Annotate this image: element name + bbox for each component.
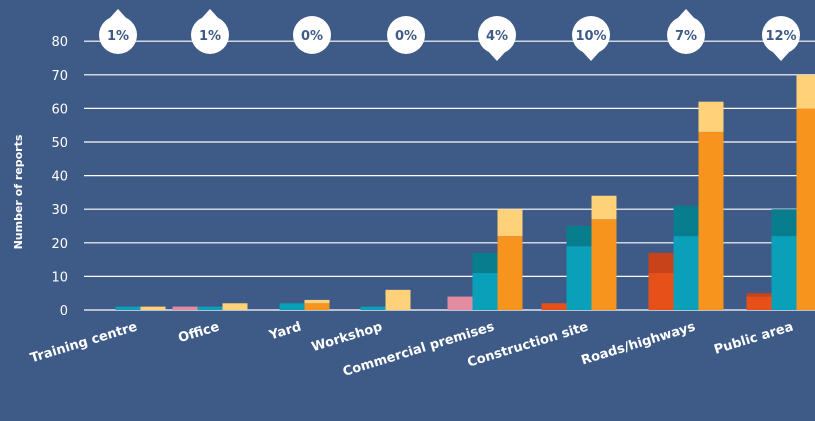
change-badge-label: 4% [486,29,508,44]
bar [385,289,411,310]
category-label: Office [177,319,222,346]
bar [140,306,166,310]
category-labels: Training centre Office Yard WorkshopCommerc… [29,319,796,379]
y-tick-label: 40 [51,170,68,185]
y-tick-label: 50 [51,136,68,151]
arrow-up-icon [200,9,220,20]
change-badge-label: 12% [765,29,796,44]
bar-segment-lower [197,306,223,310]
y-tick-label: 10 [51,270,68,285]
change-badge [762,16,800,54]
bar-segment-lower [304,303,330,310]
change-badge-label: 1% [107,29,129,44]
category-label: Training centre [29,319,140,366]
change-badge-label: 1% [199,29,221,44]
arrow-down-icon [487,50,507,61]
change-badges: 1% 1% 0% 0% 4% 10% 7% 12% [99,9,800,61]
change-badge [387,16,425,54]
bar-segment-lower [497,236,523,310]
change-badge [191,16,229,54]
bar-segment-lower [360,306,386,310]
arrow-up-icon [108,9,128,20]
category-label: Workshop [310,319,384,355]
bar-segment-upper [472,252,498,274]
change-badge [99,16,137,54]
bar-segment-upper [796,74,815,109]
bar-segment-lower [279,303,305,310]
y-tick-label: 30 [51,203,68,218]
bars [115,74,815,311]
arrow-up-icon [676,9,696,20]
bar [447,296,473,310]
change-badge [293,16,331,54]
bar-segment-upper [698,101,724,132]
bar [172,306,198,310]
change-badge [478,16,516,54]
change-badge [572,16,610,54]
bar-segment-upper [497,209,523,237]
bar-segment-upper [771,209,797,237]
bar-segment-lower [115,306,141,310]
bar-segment-lower [673,236,699,310]
y-tick-label: 70 [51,69,68,84]
y-tick-label: 80 [51,35,68,50]
bar-segment-upper [566,226,592,247]
bar-segment-upper [746,293,772,297]
y-tick-label: 60 [51,102,68,117]
change-badge-label: 7% [675,29,697,44]
category-label: Roads/highways [580,319,698,368]
category-label: Yard [267,319,304,343]
bar-segment-lower [472,273,498,310]
bar-segment-lower [591,219,617,310]
bar-segment-lower [771,236,797,310]
change-badge [667,16,705,54]
bar-segment-lower [648,273,674,310]
bar [222,303,248,310]
category-label: Public area [712,319,795,357]
bar-segment-lower [541,303,567,310]
change-badge-label: 10% [575,29,606,44]
bar-segment-upper [673,205,699,237]
y-tick-label: 0 [60,304,68,319]
bar-segment-upper [591,195,617,220]
change-badge-label: 0% [395,29,417,44]
bar-segment-lower [566,246,592,310]
bar-segment-upper [304,299,330,304]
y-axis-label: Number of reports [12,134,25,249]
arrow-down-icon [581,50,601,61]
bar-segment-upper [648,252,674,274]
bar-segment-lower [746,296,772,310]
bar-segment-lower [698,131,724,310]
bar-segment-lower [796,108,815,311]
change-badge-label: 0% [301,29,323,44]
arrow-down-icon [771,50,791,61]
y-axis-ticks: 0 10 20 30 40 50 60 70 80 [51,35,68,319]
y-tick-label: 20 [51,237,68,252]
